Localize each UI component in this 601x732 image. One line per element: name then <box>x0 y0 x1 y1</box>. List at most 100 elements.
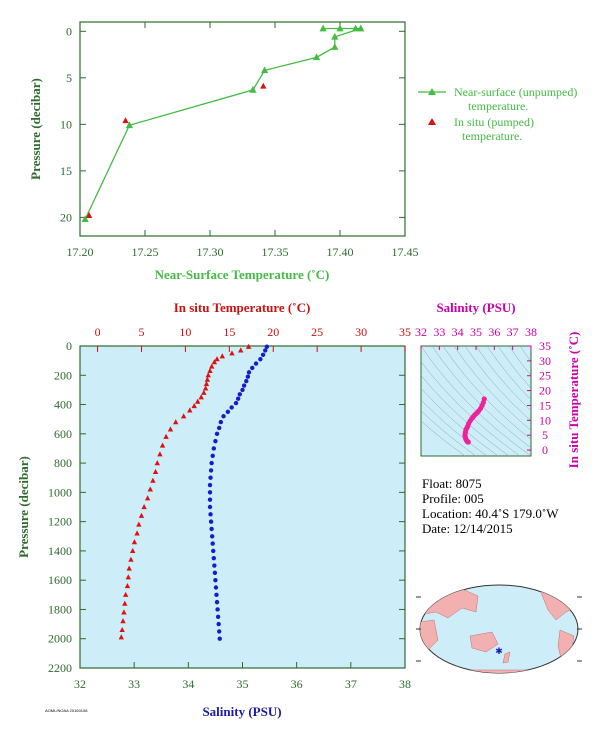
temperature-point <box>141 504 147 510</box>
ts-title: Salinity (PSU) <box>436 300 515 315</box>
salinity-point <box>208 475 213 480</box>
top-x-axis-label: Near-Surface Temperature (˚C) <box>155 267 330 282</box>
ts-contour-line <box>508 346 531 376</box>
top-x-tick-label: 17.45 <box>392 245 419 259</box>
temperature-point <box>187 407 193 413</box>
salinity-point <box>208 468 214 473</box>
ts-x-tick-label: 35 <box>470 325 482 339</box>
top-legend: Near-surface (unpumped) temperature. In … <box>418 85 577 143</box>
in-situ-point <box>260 82 267 89</box>
salinity-point <box>212 570 218 576</box>
salinity-point <box>211 548 216 554</box>
salinity-point <box>209 526 214 532</box>
profile-bottom-tick-label: 37 <box>345 677 357 691</box>
profile-top-tick-label: 35 <box>399 325 411 339</box>
top-x-tick-label: 17.40 <box>327 245 354 259</box>
top-x-tick-label: 17.20 <box>67 245 94 259</box>
salinity-point <box>218 419 224 425</box>
temperature-point <box>203 381 210 387</box>
profile-y-tick-label: 2000 <box>48 632 72 646</box>
temperature-point <box>229 350 235 356</box>
ts-y-tick-label: 15 <box>539 398 551 412</box>
salinity-point <box>214 599 220 605</box>
ts-contour-line <box>421 420 466 456</box>
salinity-point <box>215 607 220 612</box>
profile-y-tick-label: 1200 <box>48 515 72 529</box>
salinity-point <box>215 614 221 619</box>
legend-in-situ-line2: temperature. <box>462 129 522 143</box>
ts-contour-line <box>464 346 531 422</box>
ts-density-contours <box>421 346 531 456</box>
salinity-point <box>260 352 266 357</box>
ts-contour-line <box>421 361 521 456</box>
ts-contour-line <box>475 346 531 412</box>
map-land-new-zealand <box>502 651 511 664</box>
top-y-tick-label: 5 <box>66 71 72 85</box>
ts-y-tick-label: 30 <box>539 354 551 368</box>
profile-y-tick-label: 400 <box>54 398 72 412</box>
profile-y-tick-label: 2200 <box>48 661 72 675</box>
top-x-tick-label: 17.30 <box>197 245 224 259</box>
date: Date: 12/14/2015 <box>422 521 513 536</box>
near-surface-panel: 17.20 17.25 17.30 17.35 17.40 17.45 0 5 10 15 20 N… <box>28 21 577 282</box>
legend-label-in-situ: In situ (pumped) temperature. <box>454 115 537 143</box>
salinity-point <box>209 460 214 466</box>
profile-top-tick-label: 20 <box>267 325 279 339</box>
salinity-point <box>221 414 226 419</box>
temperature-point <box>131 539 138 545</box>
near-surface-point <box>336 24 344 32</box>
profile-y-tick-label: 0 <box>66 339 72 353</box>
temperature-point <box>195 398 201 404</box>
profile-top-tick-label: 15 <box>223 325 235 339</box>
salinity-point <box>207 504 213 510</box>
salinity-point <box>233 400 239 406</box>
salinity-point <box>241 383 247 388</box>
temperature-point <box>150 477 156 483</box>
temperature-point <box>205 372 211 378</box>
temperature-point <box>207 367 213 373</box>
temperature-point <box>144 495 151 501</box>
ts-contour-line <box>442 346 531 440</box>
temperature-point <box>163 433 169 439</box>
ts-plot-frame <box>420 345 532 457</box>
temperature-point <box>134 530 140 536</box>
salinity-point <box>212 563 217 568</box>
ts-contour-line <box>421 375 510 456</box>
temperature-point <box>118 634 124 640</box>
salinity-point <box>237 392 242 397</box>
legend-near-surface-line1: Near-surface (unpumped) <box>454 85 577 99</box>
salinity-point <box>225 409 231 415</box>
location: Location: 40.4˚S 179.0˚W <box>422 506 559 521</box>
ts-y-tick-label: 10 <box>539 413 551 427</box>
top-plot-frame <box>79 21 406 237</box>
temperature-point <box>214 356 220 362</box>
profile-bottom-tick-label: 38 <box>399 677 411 691</box>
world-map: ✱ <box>416 584 582 674</box>
map-graticule <box>416 596 582 662</box>
float-id: Float: 8075 <box>422 476 482 491</box>
temperature-point <box>159 442 166 448</box>
near-surface-point <box>313 53 321 61</box>
salinity-point <box>214 592 219 598</box>
map-land-australia <box>469 631 499 653</box>
profile-bottom-tick-label: 33 <box>128 677 140 691</box>
map-land-africa <box>420 619 439 651</box>
temperature-point <box>202 385 209 391</box>
salinity-point <box>213 577 218 583</box>
temperature-point <box>204 376 211 382</box>
temperature-point <box>126 565 132 571</box>
profile-number: Profile: 005 <box>422 491 484 506</box>
ts-point <box>465 439 471 445</box>
temperature-point <box>120 618 126 624</box>
temperature-point <box>167 426 174 432</box>
salinity-point <box>211 446 216 451</box>
salinity-point <box>229 405 234 410</box>
ts-y-tick-label: 0 <box>542 443 548 457</box>
ts-x-tick-label: 37 <box>507 325 519 339</box>
salinity-point <box>246 370 252 375</box>
temperature-point <box>130 547 136 554</box>
temperature-point <box>154 460 160 466</box>
top-y-tick-label: 15 <box>60 164 72 178</box>
